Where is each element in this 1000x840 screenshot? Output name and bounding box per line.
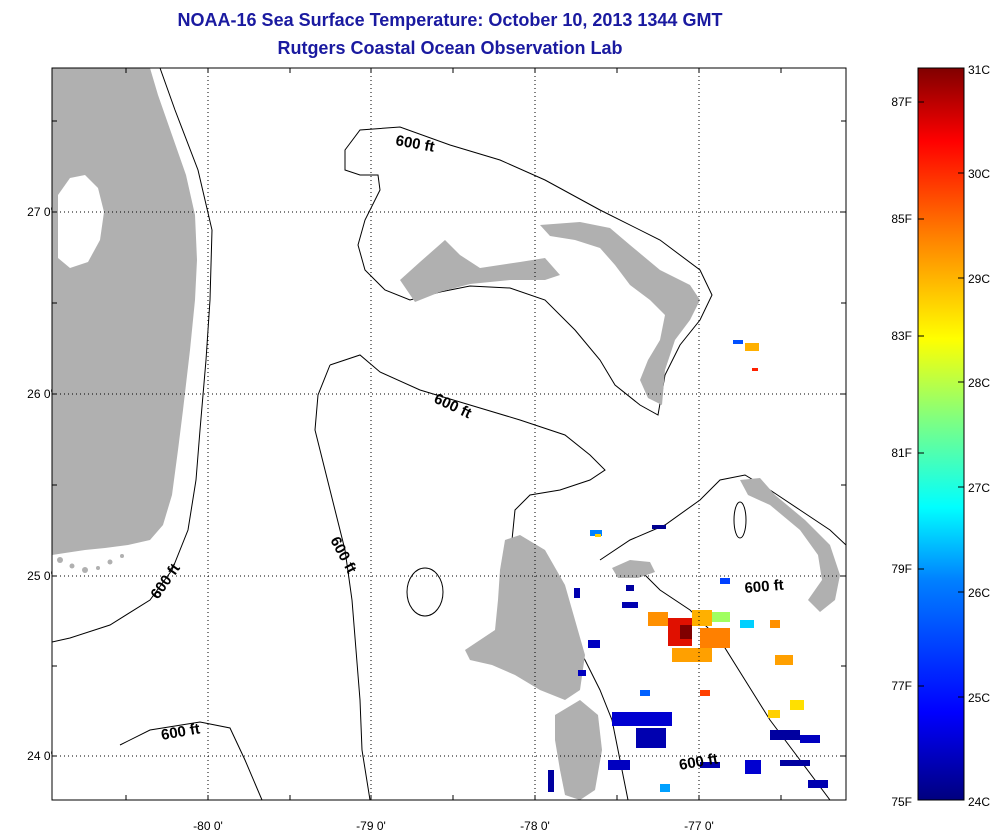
colorbar-c-label: 25C (968, 691, 990, 705)
colorbar-c-label: 27C (968, 481, 990, 495)
contour-label: 600 ft (160, 720, 202, 744)
andros-south-land (555, 700, 602, 800)
colorbar-c-label: 28C (968, 376, 990, 390)
lon-label: -77 0' (684, 819, 714, 833)
lon-label: -80 0' (193, 819, 223, 833)
contour-label: 600 ft (147, 560, 183, 602)
colorbar-c-label: 31C (968, 63, 990, 77)
colorbar (917, 67, 965, 801)
lat-label: 25 0' (27, 569, 53, 583)
grand-bahama-land (400, 240, 560, 302)
contour-label: 600 ft (326, 534, 359, 577)
lon-label: -78 0' (520, 819, 550, 833)
colorbar-f-label: 79F (891, 562, 912, 576)
lake-okeechobee (58, 175, 104, 268)
colorbar-f-label: 83F (891, 329, 912, 343)
colorbar-f-label: 85F (891, 212, 912, 226)
colorbar-c-label: 30C (968, 167, 990, 181)
contour-label: 600 ft (431, 390, 474, 422)
colorbar-f-label: 75F (891, 795, 912, 809)
abaco-land (540, 222, 700, 405)
colorbar-f-label: 87F (891, 95, 912, 109)
florida-keys (57, 554, 124, 573)
map-subtitle: Rutgers Coastal Ocean Observation Lab (277, 38, 623, 58)
map-title: NOAA-16 Sea Surface Temperature: October… (177, 10, 723, 30)
colorbar-f-label: 77F (891, 679, 912, 693)
map-frame (51, 67, 847, 801)
colorbar-c-label: 29C (968, 272, 990, 286)
andros-land (465, 535, 585, 700)
sst-data (548, 340, 828, 792)
new-providence-land (612, 560, 655, 578)
eleuthera-land (740, 478, 840, 612)
colorbar-c-label: 24C (968, 795, 990, 809)
graticule (52, 68, 846, 800)
colorbar-c-label: 26C (968, 586, 990, 600)
lat-label: 26 0' (27, 387, 53, 401)
florida-land (52, 68, 197, 555)
contour-label: 600 ft (744, 577, 785, 597)
lat-label: 24 0' (27, 749, 53, 763)
contour-label: 600 ft (394, 132, 436, 156)
axis-ticks (52, 68, 846, 800)
lon-label: -79 0' (356, 819, 386, 833)
lat-label: 27 0' (27, 205, 53, 219)
colorbar-f-label: 81F (891, 446, 912, 460)
contour-label: 600 ft (678, 750, 720, 774)
colorbar-ticks (918, 67, 964, 801)
